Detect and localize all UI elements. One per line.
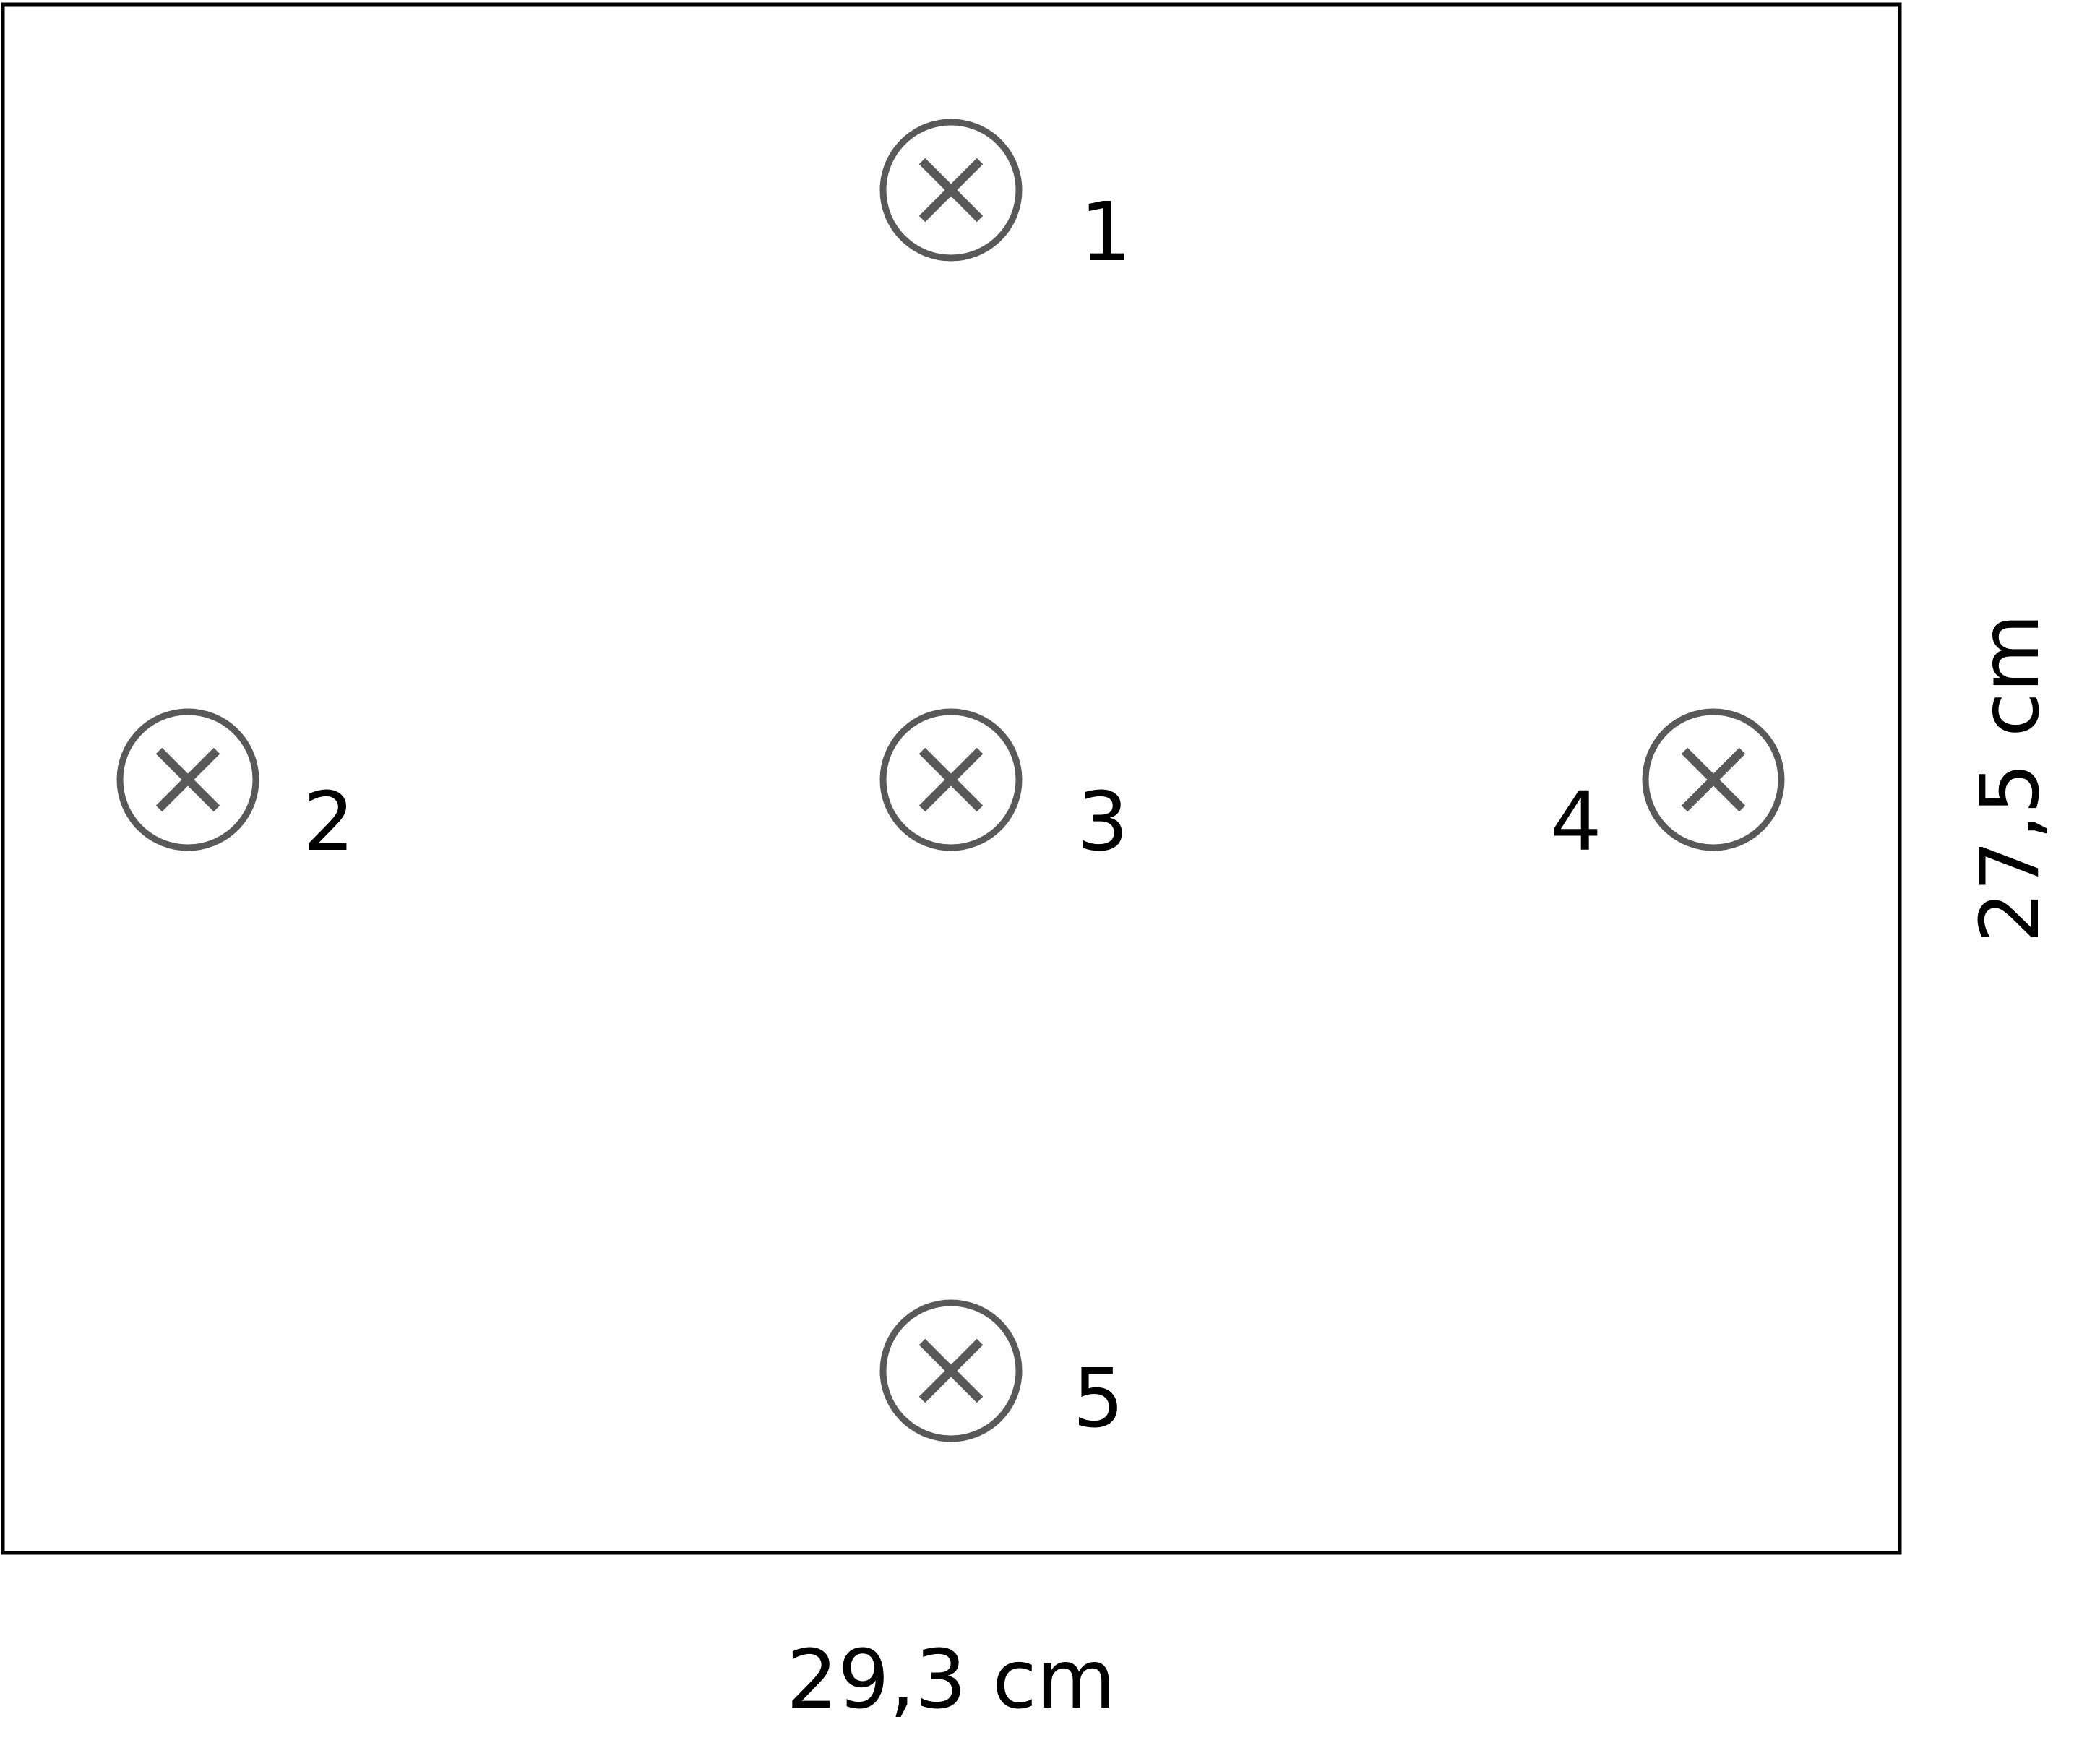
marker-label: 4	[1550, 775, 1601, 869]
marker-5: 5	[879, 1299, 1124, 1446]
markers-layer: 1 2 3 4 5	[116, 119, 1785, 1446]
circled-x-icon	[1642, 708, 1785, 851]
width-dimension-label: 29,3 cm	[786, 1633, 1116, 1727]
cross-stroke	[1681, 747, 1746, 812]
cross-stroke	[918, 158, 984, 223]
height-dimension-label: 27,5 cm	[1963, 613, 2057, 943]
marker-2: 2	[116, 708, 355, 869]
circled-x-icon	[116, 708, 259, 851]
cross-stroke	[918, 747, 984, 812]
marker-4: 4	[1550, 708, 1785, 869]
circled-x-icon	[879, 1299, 1023, 1442]
marker-label: 3	[1077, 775, 1128, 869]
marker-label: 1	[1080, 186, 1131, 280]
circled-x-icon	[879, 708, 1023, 851]
marker-label: 2	[303, 775, 354, 869]
marker-3: 3	[879, 708, 1129, 869]
marker-label: 5	[1072, 1352, 1124, 1446]
cross-stroke	[918, 1338, 984, 1403]
circled-x-icon	[879, 119, 1023, 262]
cross-stroke	[155, 747, 220, 812]
marker-1: 1	[879, 119, 1132, 280]
